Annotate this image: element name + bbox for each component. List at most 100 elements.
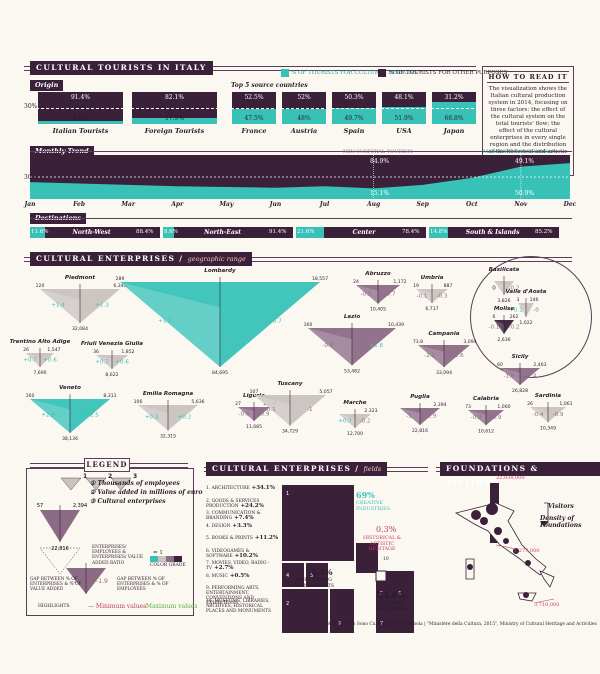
field-item: 1. ARCHITECTURE +34.1%	[206, 485, 280, 491]
region-gap-employees: -0.7	[385, 291, 396, 297]
dest-0-cultural-segment	[30, 227, 46, 238]
field-value: +7.4%	[234, 515, 254, 521]
legend-num-2: ②	[90, 489, 96, 496]
region-abruzzo: Abruzzo 24 1,172 10,405 -0.5 -0.7	[353, 271, 407, 313]
how-to-read-title: HOW TO READ IT	[487, 71, 569, 83]
region-gap-value-added: +2.9	[41, 412, 55, 418]
country-bar-4-bottom-value: 68.8%	[444, 115, 464, 122]
dest-0-other-segment	[45, 227, 160, 238]
country-bar-1-top-value: 52%	[297, 94, 311, 101]
region-facet	[254, 395, 290, 426]
legend-mini-triangle	[110, 477, 132, 491]
region-value-added: 1,061	[559, 401, 572, 407]
region-employees: 19	[413, 283, 419, 289]
region-gap-employees: -0	[533, 307, 539, 313]
region-marche: Marche 2,323 12,700 +0.7 -0.2	[338, 400, 377, 437]
region-value-added: 5,636	[191, 399, 204, 405]
field-item: 2. GOODS & SERVICES PRODUCTION +24.2%	[206, 499, 280, 509]
region-name: Sardinia	[535, 393, 561, 399]
visitors-leader	[495, 544, 517, 550]
field-name: 5. BOOKS & PRINTS	[206, 536, 253, 541]
region-facet	[40, 289, 80, 323]
region-facet	[238, 407, 254, 421]
origin-bar-1-cultural-segment	[132, 118, 217, 124]
region-lombardy: Lombardy 289 18,557 84,695 +1.7 +5.7	[116, 268, 329, 376]
foundation-density-dot	[525, 560, 531, 566]
max-top-value: 49.1%	[515, 158, 535, 165]
region-facet	[96, 355, 112, 369]
legend-gap-right: GAP BETWEEN % OF ENTERPRISES & % OF EMPL…	[117, 577, 169, 593]
legend-mini-number: 3	[133, 473, 137, 480]
month-label: Jan	[24, 201, 36, 208]
legend-color-grade-swatch	[150, 556, 158, 562]
perf-label: PERFORMING & VISUAL ARTS	[294, 578, 334, 589]
region-liguria: Liguria272,29811,685-0.6-0.9	[235, 393, 277, 430]
origin-bar-1-other-segment	[132, 92, 217, 119]
mid-visitors-value: 1,277,000	[514, 548, 540, 554]
field-item: 3. COMMUNICATION & BRANDING +7.4%	[206, 511, 280, 521]
region-employees: 160	[26, 393, 35, 399]
dest-2-right-value: 78.4%	[402, 229, 420, 235]
country-bar-3-cultural-segment	[382, 107, 426, 124]
region-value-added: 18,557	[312, 276, 328, 282]
field-item: 9. PERFORMING ARTS, ENTERTAINMENT, CONVE…	[206, 586, 280, 606]
region-name: Veneto	[59, 385, 81, 391]
region-basilicata: Basilicata 3,826 0 -0.2	[489, 267, 520, 304]
country-bar-0-other-segment	[232, 92, 276, 109]
region-name: Valle d'Aosta	[506, 289, 547, 295]
region-employees: 27	[235, 401, 241, 407]
region-gap-employees: -0.3	[437, 293, 448, 299]
region-molise: Molise 6 262 2,636 -0.1 -0.2	[489, 306, 520, 343]
country-bar-4-cultural-segment	[432, 101, 476, 124]
treemap-index: 6	[398, 591, 401, 597]
region-employees: 120	[36, 283, 45, 289]
dest-1-right-value: 91.4%	[269, 229, 287, 235]
origin-axis-30: 30%	[24, 103, 38, 110]
region-employees: 73.8	[413, 339, 423, 345]
field-item: 6. VIDEOGAMES & SOFTWARE +10.2%	[206, 549, 280, 559]
visitors-label: Visitors	[548, 503, 574, 510]
region-gap-value-added: +0.7	[338, 418, 352, 424]
region-facet	[494, 320, 504, 334]
region-gap-employees: -0.9	[259, 411, 270, 417]
country-bar-2-cultural-segment	[332, 108, 376, 124]
region-facet	[400, 408, 420, 425]
legend-cultural-swatch	[281, 69, 289, 77]
month-label: May	[219, 201, 234, 208]
field-name: 2. GOODS & SERVICES PRODUCTION	[206, 498, 260, 509]
legend-mini-number: 2	[108, 473, 112, 480]
region-friuli-venezia-giulia: Friuli Venezia Giulia 36 1,852 8,622 +0.7 +0.…	[81, 341, 143, 378]
foundation-density-dot	[471, 510, 481, 520]
perf-pct: 6.1%	[311, 567, 333, 577]
monthly-axis-30: 30%	[24, 174, 38, 181]
field-name: 1. ARCHITECTURE	[206, 486, 250, 491]
cult-pct: 24.6%	[378, 590, 406, 600]
region-name: Tuscany	[277, 381, 302, 387]
region-enterprises: 7,690	[33, 370, 46, 376]
visitors-leader	[533, 598, 555, 604]
month-label: Nov	[514, 201, 528, 208]
region-gap-employees: -0.9	[491, 415, 502, 421]
region-name: Molise	[494, 306, 515, 312]
legend-example-ent: 22,816	[51, 546, 69, 552]
region-gap-employees: -2.4	[526, 374, 537, 380]
region-employees: 106	[134, 399, 143, 405]
field-item: 7. MOVIES, VIDEO, RADIO - TV +2.7%	[206, 561, 280, 571]
region-value-added: 6,343	[113, 283, 126, 289]
max-label: MAX CULTURAL TOURISM	[483, 149, 554, 155]
legend-other-swatch	[378, 69, 386, 77]
month-label: Feb	[73, 201, 86, 208]
treemap-comm	[306, 563, 328, 587]
region-gap-employees: +0.6	[115, 359, 129, 365]
treemap-index: 5	[380, 591, 383, 597]
region-name: Calabria	[473, 396, 499, 402]
region-enterprises: 12,700	[347, 431, 363, 437]
region-gap-employees: -1.9	[426, 414, 437, 420]
region-campania: Campania 73.8 3,094 33,094 -2.2 -2.6	[413, 331, 477, 376]
section-title-tourists: CULTURAL TOURISTS IN ITALY	[30, 61, 213, 75]
creative-pct: 69%	[356, 490, 375, 500]
region-name: Emilia Romagna	[143, 391, 194, 397]
density-marker	[540, 521, 548, 527]
region-value-added: 262	[510, 314, 519, 320]
region-value-added: 10,439	[388, 322, 404, 328]
